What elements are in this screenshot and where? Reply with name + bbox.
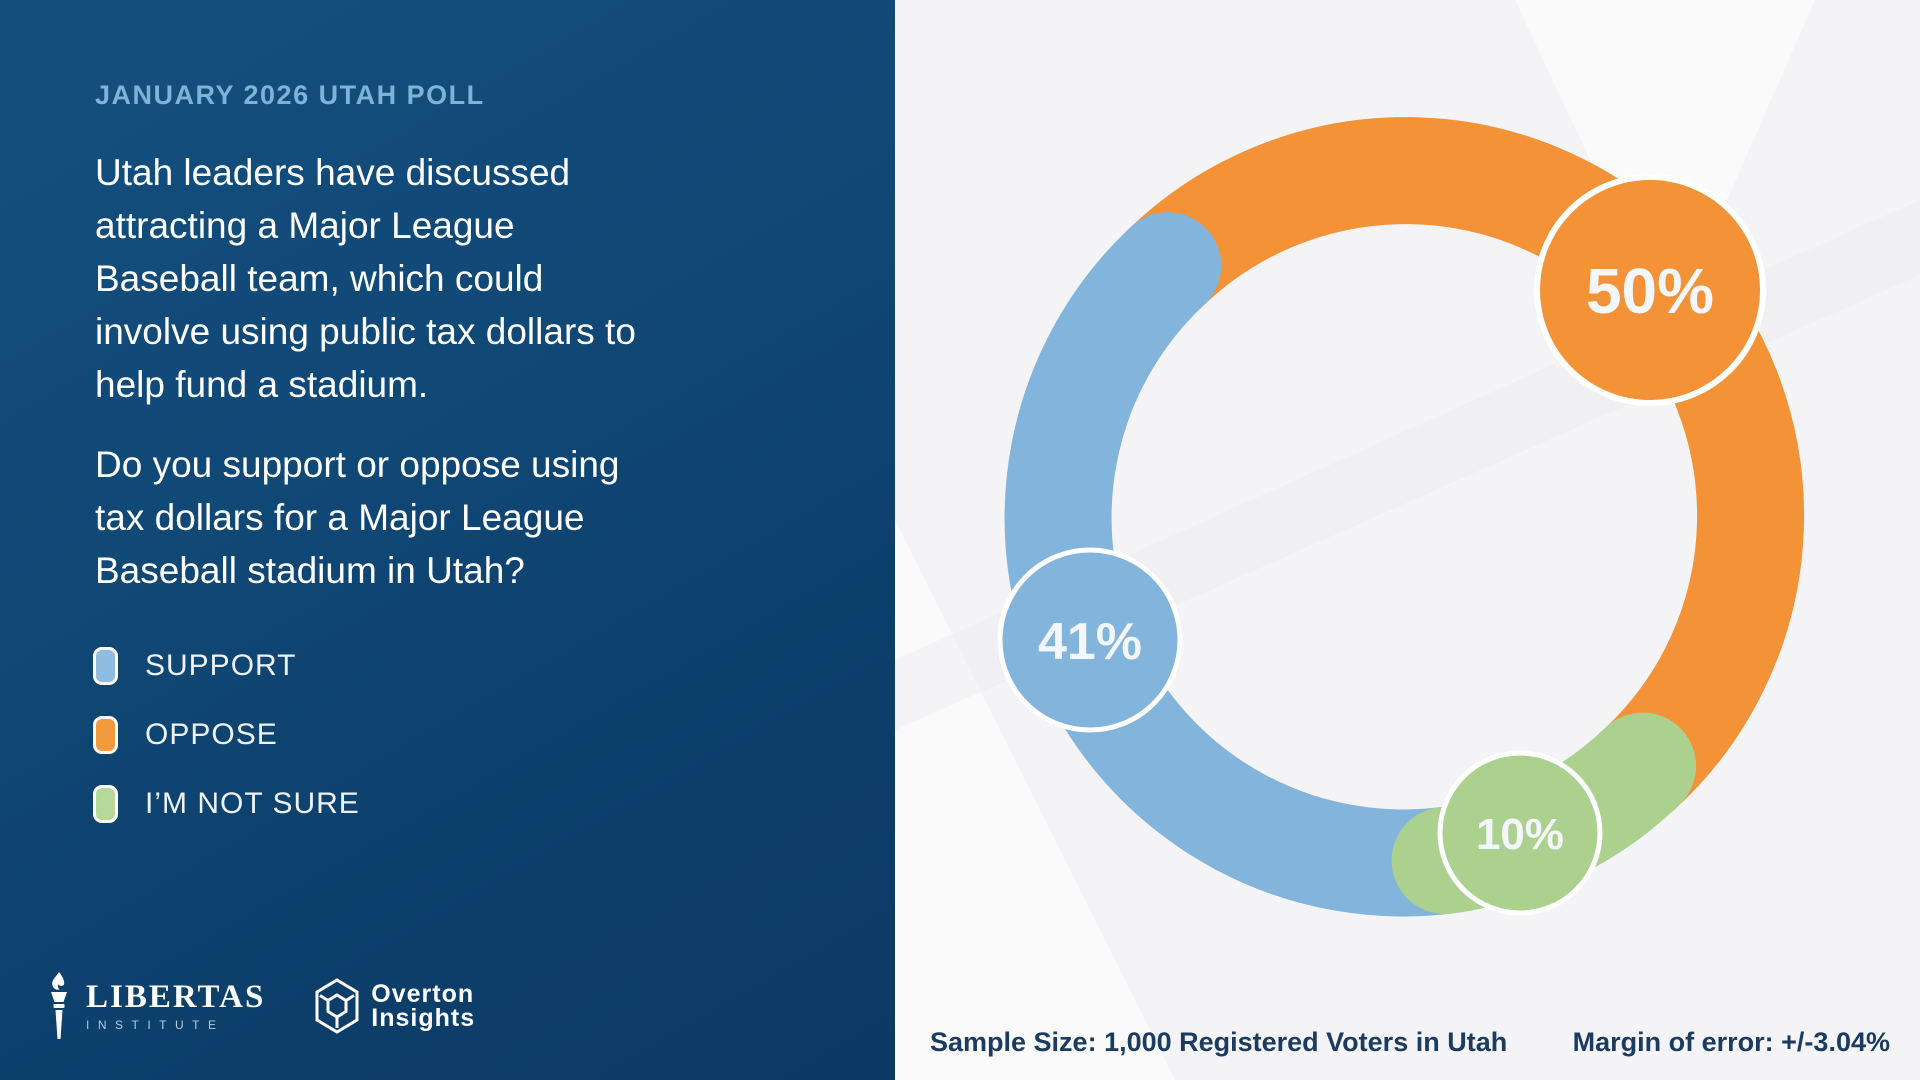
- question-line: Utah leaders have discussed: [95, 152, 571, 193]
- legend-label: OPPOSE: [145, 718, 278, 751]
- overton-name-line1: Overton: [371, 980, 475, 1008]
- oppose-swatch: [93, 716, 118, 754]
- support-swatch: [93, 647, 118, 685]
- overton-name-line2: Insights: [371, 1004, 476, 1032]
- torch-icon: [51, 972, 67, 1039]
- question-line: tax dollars for a Major League: [95, 497, 585, 538]
- question-line: help fund a stadium.: [95, 364, 429, 405]
- poll-kicker: JANUARY 2026 UTAH POLL: [95, 80, 485, 110]
- question-line: Baseball team, which could: [95, 258, 544, 299]
- question-context: Utah leaders have discussed attracting a…: [95, 146, 735, 411]
- overton-hexagon-icon: [315, 978, 359, 1034]
- question-prompt: Do you support or oppose using tax dolla…: [95, 438, 735, 597]
- chart-footnotes: Sample Size: 1,000 Registered Voters in …: [930, 1027, 1890, 1058]
- donut-chart: 50% 41% 10%: [895, 0, 1920, 1080]
- not-sure-swatch: [93, 785, 118, 823]
- libertas-wordmark: LIBERTAS INSTITUTE: [86, 978, 266, 1032]
- question-line: Do you support or oppose using: [95, 444, 620, 485]
- legend-label: SUPPORT: [145, 649, 297, 682]
- chart-panel: 50% 41% 10% Sample Size: 1,000 Registere…: [895, 0, 1920, 1080]
- support-value-label: 41%: [1038, 613, 1142, 671]
- oppose-value-label: 50%: [1586, 255, 1714, 327]
- question-line: involve using public tax dollars to: [95, 311, 636, 352]
- value-bubbles: 50% 41% 10%: [997, 174, 1766, 916]
- legend-item-support: SUPPORT: [93, 647, 360, 685]
- margin-of-error-note: Margin of error: +/-3.04%: [1572, 1027, 1890, 1057]
- legend-item-oppose: OPPOSE: [93, 716, 360, 754]
- overton-wordmark: Overton Insights: [371, 980, 476, 1032]
- not-sure-bubble: [1437, 750, 1603, 916]
- chart-legend: SUPPORT OPPOSE I’M NOT SURE: [93, 647, 360, 854]
- legend-item-not-sure: I’M NOT SURE: [93, 785, 360, 823]
- footer-logos: LIBERTAS INSTITUTE Overton Insights: [46, 972, 475, 1040]
- libertas-subtitle: INSTITUTE: [86, 1017, 225, 1032]
- sample-size-note: Sample Size: 1,000 Registered Voters in …: [930, 1027, 1508, 1057]
- oppose-bubble: [1534, 174, 1766, 406]
- support-bubble: [997, 547, 1183, 733]
- question-panel: JANUARY 2026 UTAH POLL Utah leaders have…: [0, 0, 895, 1080]
- overton-insights-logo: Overton Insights: [313, 978, 475, 1034]
- libertas-institute-logo: LIBERTAS INSTITUTE: [46, 972, 265, 1040]
- legend-label: I’M NOT SURE: [145, 787, 360, 820]
- question-line: Baseball stadium in Utah?: [95, 550, 525, 591]
- libertas-name: LIBERTAS: [86, 978, 266, 1015]
- question-line: attracting a Major League: [95, 205, 515, 246]
- not-sure-value-label: 10%: [1476, 810, 1564, 859]
